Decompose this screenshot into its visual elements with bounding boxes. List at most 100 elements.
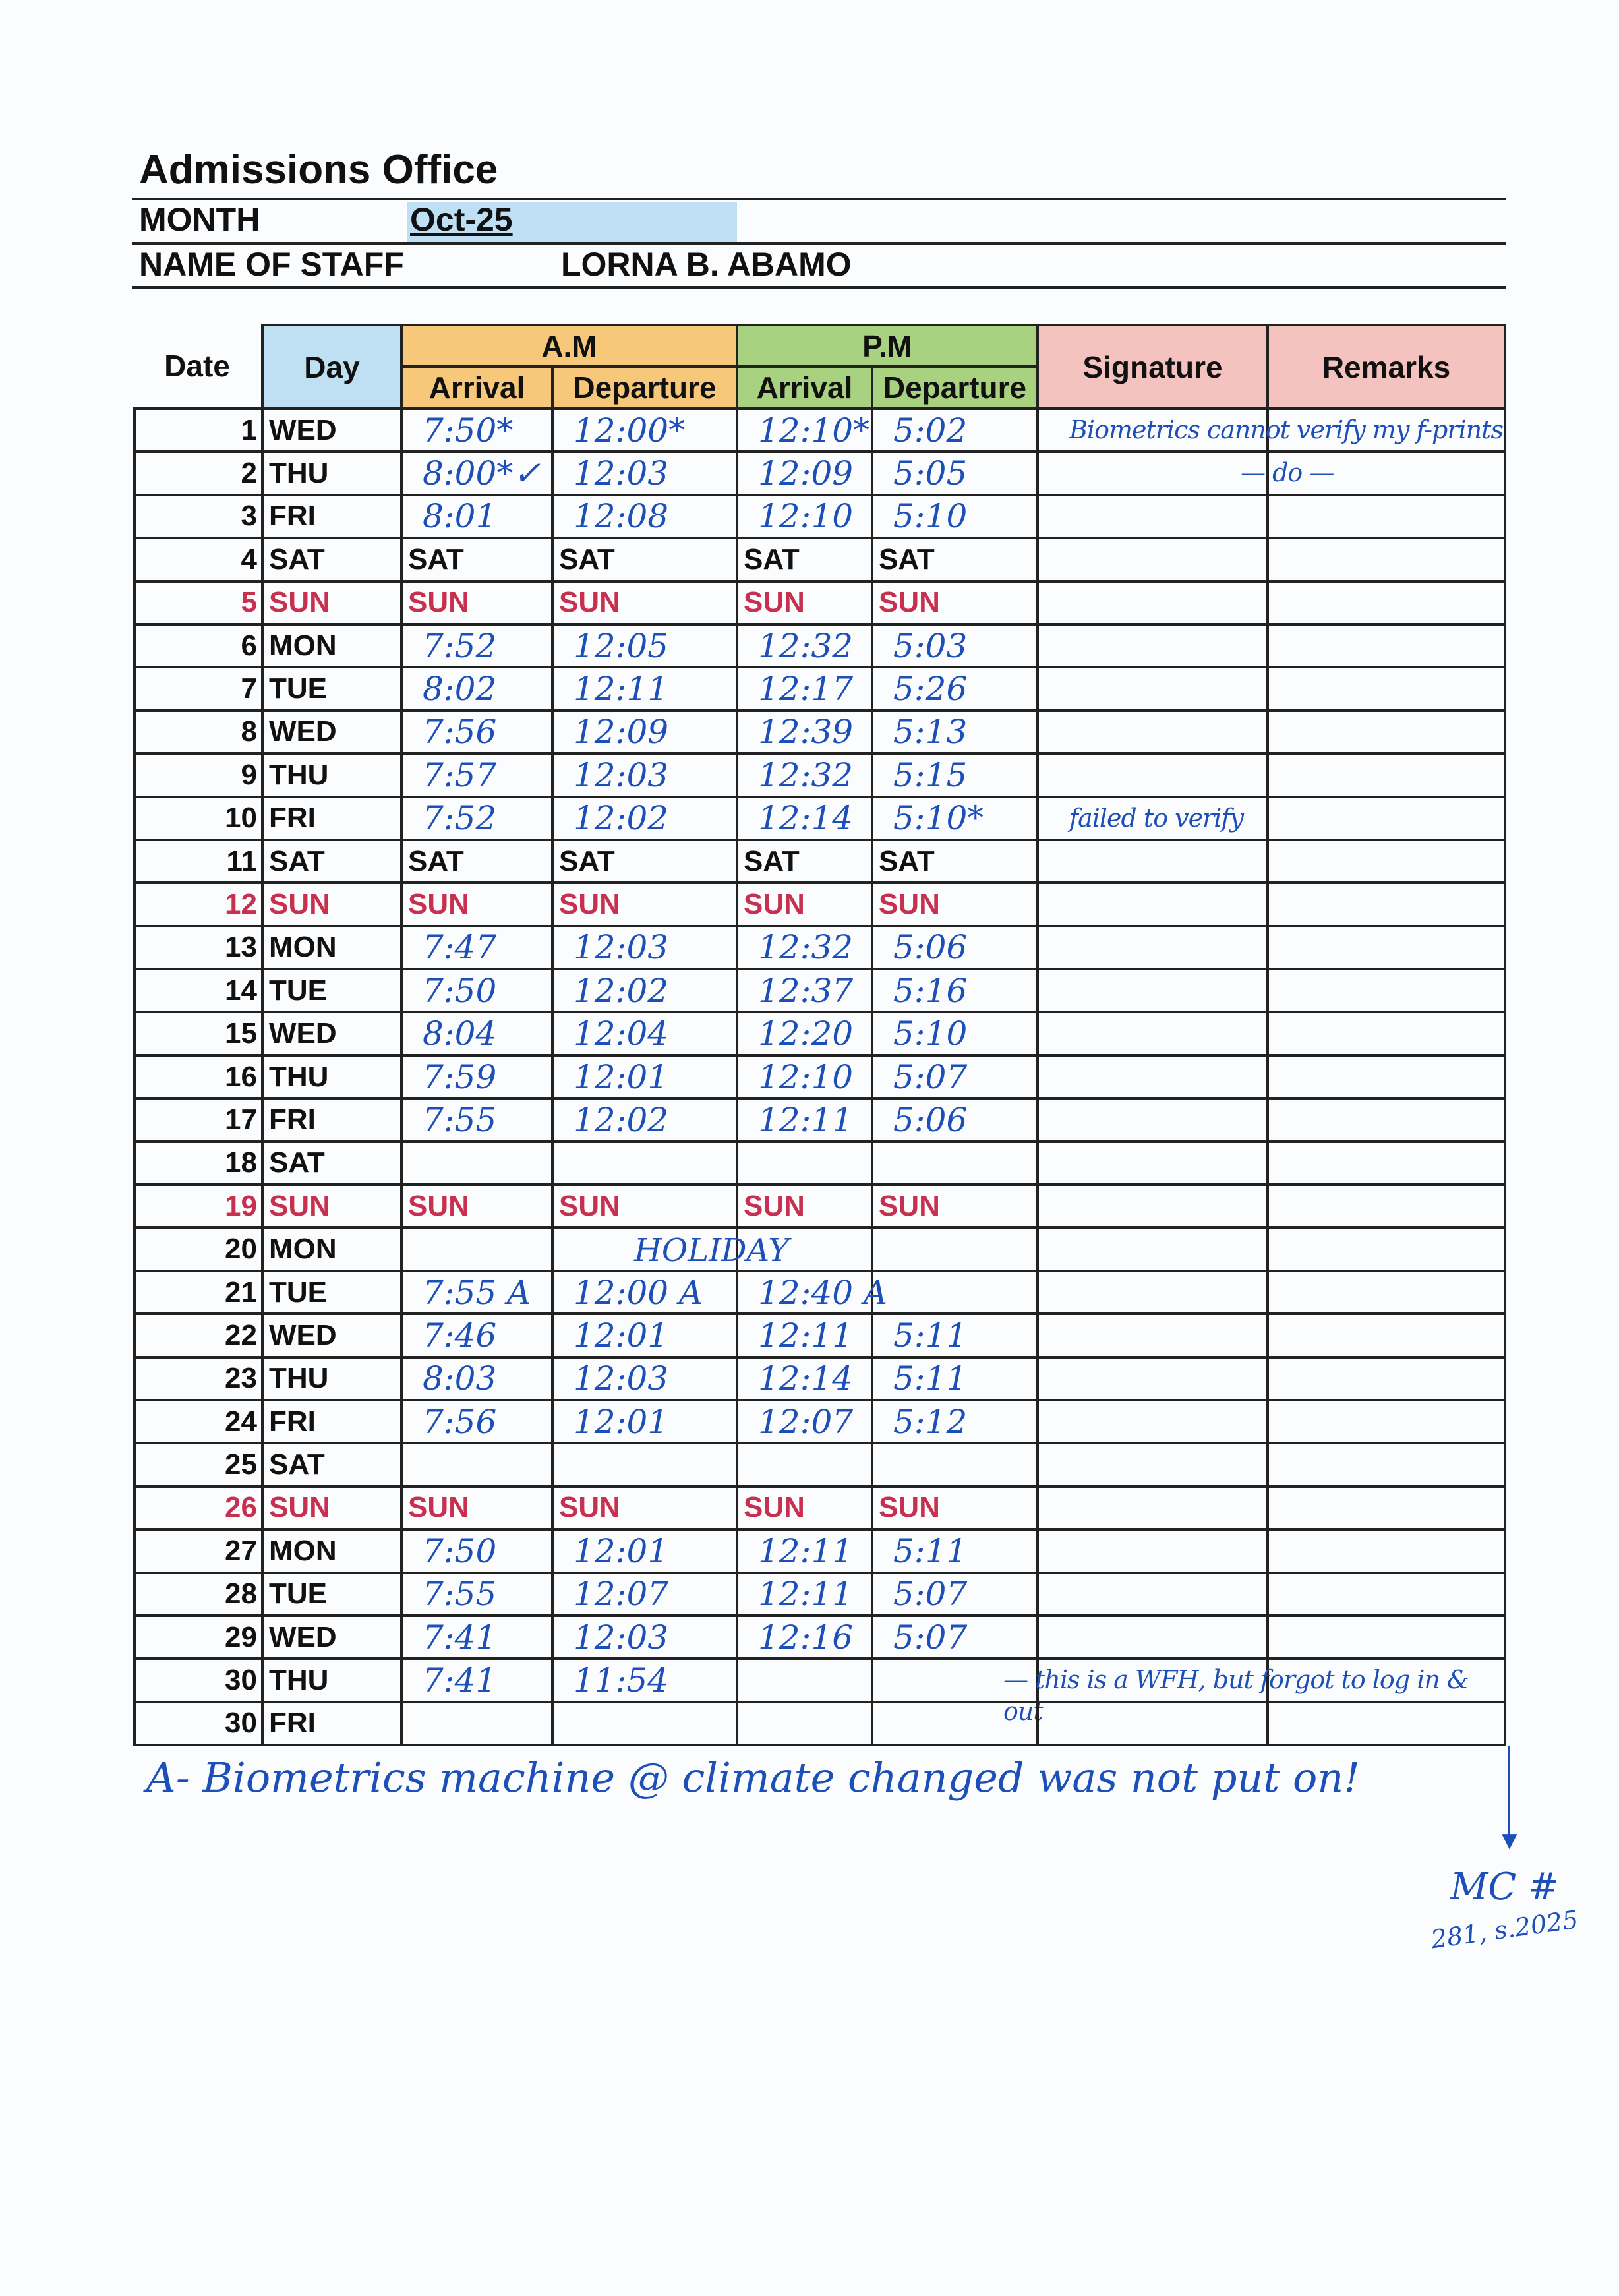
am-departure-cell: 12:02: [554, 798, 738, 841]
am-arrival-cell: 7:56: [403, 1401, 554, 1445]
pm-arrival-cell: 12:32: [738, 755, 873, 798]
remarks-cell: [1269, 539, 1506, 583]
day-cell: WED: [264, 1315, 403, 1359]
table-row: 14 TUE 7:50 12:02 12:37 5:16: [133, 970, 1506, 1014]
pm-arrival-cell: 12:14: [738, 1358, 873, 1401]
date-cell: 3: [133, 496, 264, 540]
am-arrival-cell: 7:47: [403, 927, 554, 971]
remarks-cell: [1269, 1531, 1506, 1574]
am-departure-cell: 12:03: [554, 1616, 738, 1661]
signature-cell: [1039, 711, 1269, 755]
remarks-cell: [1269, 840, 1506, 885]
month-value: Oct-25: [410, 201, 513, 238]
table-row: 2 THU 8:00*✓ 12:03 12:09 5:05 — do —: [133, 453, 1506, 496]
day-cell: SUN: [264, 1186, 403, 1229]
table-row: 10 FRI 7:52 12:02 12:14 5:10* failed to verify: [133, 798, 1506, 841]
date-cell: 22: [133, 1315, 264, 1359]
signature-cell: [1039, 625, 1269, 669]
day-cell: THU: [264, 1056, 403, 1100]
pm-arrival-cell: [738, 1142, 873, 1187]
remarks-cell: [1269, 1100, 1506, 1143]
am-arrival-cell: SUN: [403, 1487, 554, 1531]
am-departure-cell: 12:11: [554, 668, 738, 712]
table-row: 15 WED 8:04 12:04 12:20 5:10: [133, 1013, 1506, 1057]
am-arrival-cell: 8:00*✓: [403, 453, 554, 496]
signature-cell: [1039, 1100, 1269, 1143]
pm-departure-cell: 5:15: [873, 755, 1039, 798]
date-cell: 10: [133, 798, 264, 841]
divider: [132, 242, 1506, 245]
day-cell: WED: [264, 711, 403, 755]
table-row: 24 FRI 7:56 12:01 12:07 5:12: [133, 1401, 1506, 1445]
day-cell: SAT: [264, 1142, 403, 1187]
table-row: 29 WED 7:41 12:03 12:16 5:07: [133, 1616, 1506, 1661]
handwritten-remark: — do —: [1241, 458, 1334, 488]
pm-arrival-cell: 12:14: [738, 798, 873, 841]
header-date: Date: [133, 324, 264, 410]
am-arrival-cell: [403, 1444, 554, 1488]
signature-cell: [1039, 1315, 1269, 1359]
am-departure-cell: SUN: [554, 1186, 738, 1229]
date-cell: 8: [133, 711, 264, 755]
table-row: 17 FRI 7:55 12:02 12:11 5:06: [133, 1100, 1506, 1143]
pm-departure-cell: SAT: [873, 840, 1039, 885]
am-arrival-cell: 8:03: [403, 1358, 554, 1401]
am-departure-cell: 12:02: [554, 970, 738, 1014]
date-cell: 30: [133, 1703, 264, 1747]
day-cell: SUN: [264, 1487, 403, 1531]
am-departure-cell: 12:07: [554, 1574, 738, 1617]
day-cell: FRI: [264, 1100, 403, 1143]
pm-departure-cell: SUN: [873, 1487, 1039, 1531]
arrow-line: [1508, 1746, 1510, 1839]
signature-cell: [1039, 1142, 1269, 1187]
am-arrival-cell: 7:52: [403, 798, 554, 841]
am-arrival-cell: SUN: [403, 582, 554, 626]
pm-arrival-cell: SUN: [738, 582, 873, 626]
date-cell: 16: [133, 1056, 264, 1100]
side-note-line2: 281, s.2025: [1429, 1904, 1580, 1955]
pm-departure-cell: 5:12: [873, 1401, 1039, 1445]
table-row: 9 THU 7:57 12:03 12:32 5:15: [133, 755, 1506, 798]
am-arrival-cell: 7:41: [403, 1660, 554, 1703]
am-arrival-cell: 8:01: [403, 496, 554, 540]
day-cell: SUN: [264, 582, 403, 626]
pm-departure-cell: 5:07: [873, 1574, 1039, 1617]
remarks-cell: [1269, 1703, 1506, 1747]
day-cell: SUN: [264, 884, 403, 927]
signature-cell: [1039, 1616, 1269, 1661]
pm-arrival-cell: 12:11: [738, 1574, 873, 1617]
table-row: 22 WED 7:46 12:01 12:11 5:11: [133, 1315, 1506, 1359]
date-cell: 5: [133, 582, 264, 626]
remarks-cell: [1269, 711, 1506, 755]
remarks-cell: [1269, 884, 1506, 927]
signature-cell: [1039, 496, 1269, 540]
remarks-cell: [1269, 1272, 1506, 1316]
pm-arrival-cell: 12:11: [738, 1100, 873, 1143]
signature-cell: [1039, 1531, 1269, 1574]
pm-arrival-cell: [738, 1703, 873, 1747]
header-am: A.M: [403, 324, 738, 368]
pm-departure-cell: [873, 1703, 1039, 1747]
date-cell: 26: [133, 1487, 264, 1531]
am-departure-cell: 12:02: [554, 1100, 738, 1143]
signature-cell: [1039, 539, 1269, 583]
pm-departure-cell: SUN: [873, 582, 1039, 626]
table-row: 27 MON 7:50 12:01 12:11 5:11: [133, 1531, 1506, 1574]
am-departure-cell: [554, 1703, 738, 1747]
attendance-table: Date Day A.M P.M Signature Remarks Arriv…: [133, 324, 1506, 1747]
remarks-cell: [1269, 453, 1506, 496]
am-departure-cell: SAT: [554, 539, 738, 583]
day-cell: TUE: [264, 1574, 403, 1617]
am-departure-cell: 11:54: [554, 1660, 738, 1703]
date-cell: 19: [133, 1186, 264, 1229]
am-departure-cell: 12:00 A: [554, 1272, 738, 1316]
pm-arrival-cell: 12:39: [738, 711, 873, 755]
table-row: 1 WED 7:50* 12:00* 12:10* 5:02 Biometrics cann…: [133, 410, 1506, 454]
table-row: 30 FRI: [133, 1703, 1506, 1747]
remarks-cell: [1269, 1574, 1506, 1617]
pm-arrival-cell: 12:10: [738, 496, 873, 540]
signature-cell: [1039, 840, 1269, 885]
am-arrival-cell: 7:55: [403, 1100, 554, 1143]
day-cell: THU: [264, 1660, 403, 1703]
pm-departure-cell: [873, 1444, 1039, 1488]
